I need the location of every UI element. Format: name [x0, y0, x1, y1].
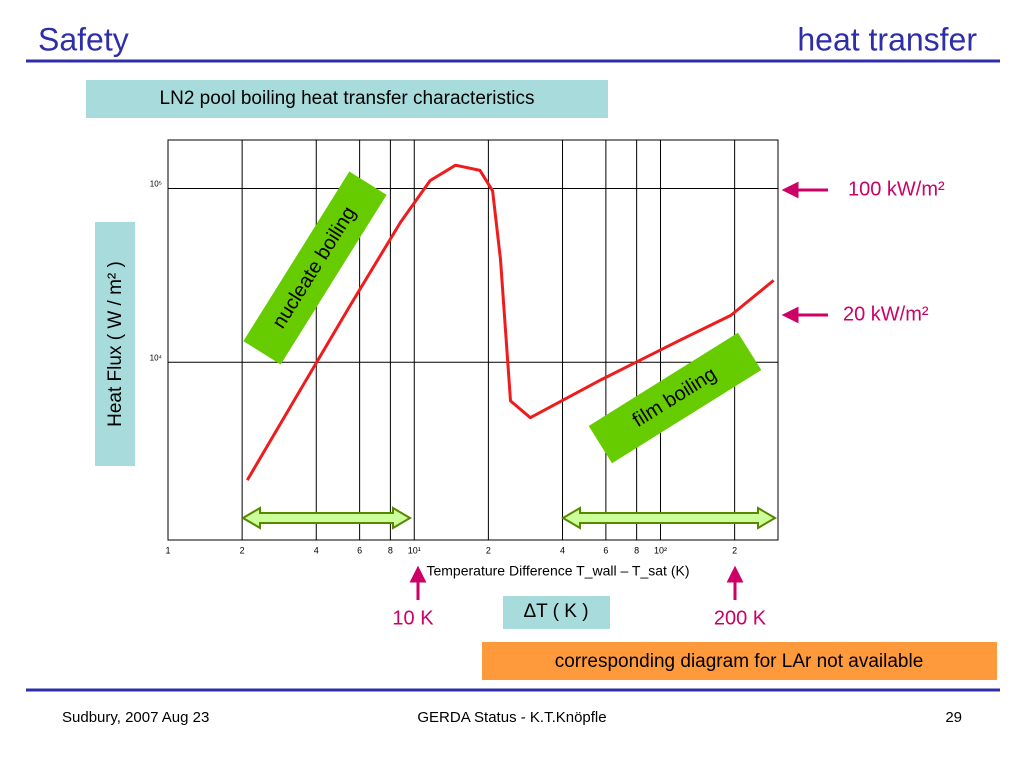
arrow-head [409, 565, 427, 583]
annotation: ΔT ( K ) [523, 601, 588, 622]
plot: 1 2 4 6 8 10¹ 2 4 6 8 10² 2 10⁴ 10⁵ [150, 139, 779, 555]
x-tick-label: 8 [388, 545, 393, 555]
data-line [246, 163, 775, 481]
dt-box [503, 596, 610, 629]
x-tick-label: 1 [165, 545, 170, 555]
x-tick-label: 4 [560, 545, 565, 555]
slide-title: Safety [38, 21, 129, 57]
x-tick-label: 10¹ [408, 545, 421, 555]
arrows [409, 181, 828, 600]
x-tick-label: 8 [634, 545, 639, 555]
annotation: 20 kW/m² [843, 303, 929, 325]
footnote-box [482, 642, 997, 680]
footer-left: Sudbury, 2007 Aug 23 [62, 709, 209, 726]
x-tick-label: 2 [732, 545, 737, 555]
slide-topic: heat transfer [797, 21, 977, 57]
arrow-head [781, 306, 799, 324]
y-tick-label: 10⁵ [150, 180, 162, 189]
annotation: 200 K [714, 607, 767, 629]
footer-center: GERDA Status - K.T.Knöpfle [417, 709, 606, 726]
range-arrow [561, 506, 777, 530]
label-box [243, 171, 387, 365]
x-axis-label: Temperature Difference T_wall – T_sat (K… [426, 563, 689, 579]
arrow-head [726, 565, 744, 583]
x-tick-label: 6 [357, 545, 362, 555]
arrow-head [781, 181, 799, 199]
x-tick-label: 2 [240, 545, 245, 555]
annotation: 10 K [392, 607, 434, 629]
title-box [86, 80, 608, 118]
range-arrow [241, 506, 412, 530]
y-tick-label: 10⁴ [150, 353, 163, 362]
y-label-box [95, 222, 135, 466]
nucleate-label: nucleate boiling [243, 171, 387, 365]
chart-title: LN2 pool boiling heat transfer character… [160, 88, 535, 109]
x-tick-label: 4 [314, 545, 319, 555]
label-box [588, 332, 762, 464]
film-label: film boiling [588, 332, 762, 464]
y-axis-label: Heat Flux ( W / m² ) [105, 261, 126, 427]
x-tick-label: 6 [603, 545, 608, 555]
x-tick-label: 2 [486, 545, 491, 555]
page-number: 29 [945, 709, 962, 726]
footnote: corresponding diagram for LAr not availa… [555, 651, 924, 672]
x-tick-label: 10² [654, 545, 667, 555]
annotation: 100 kW/m² [848, 178, 945, 200]
